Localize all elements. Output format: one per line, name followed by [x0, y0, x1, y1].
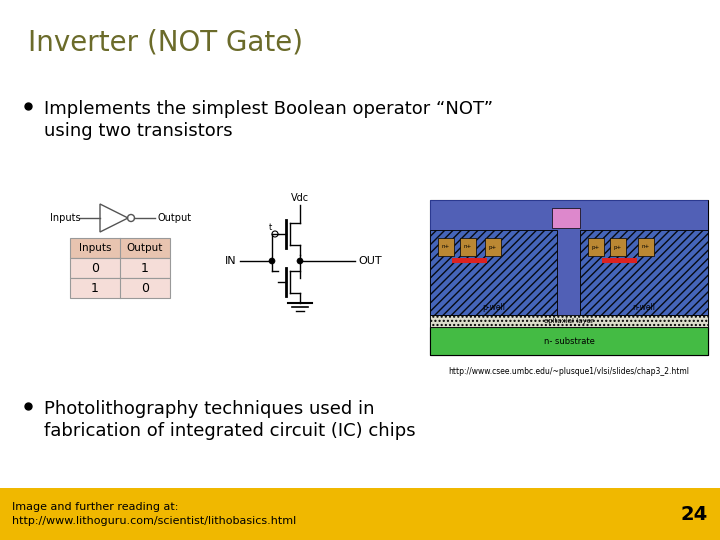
- Text: Inputs: Inputs: [78, 243, 112, 253]
- Text: p+: p+: [489, 245, 497, 249]
- Circle shape: [269, 258, 275, 264]
- Bar: [485, 238, 501, 256]
- Bar: [588, 238, 604, 256]
- Text: n+: n+: [442, 245, 450, 249]
- Text: 0: 0: [141, 281, 149, 294]
- Text: IN: IN: [225, 256, 237, 266]
- Text: 1: 1: [91, 281, 99, 294]
- Text: using two transistors: using two transistors: [44, 122, 233, 140]
- Text: Implements the simplest Boolean operator “NOT”: Implements the simplest Boolean operator…: [44, 100, 493, 118]
- Text: Vdc: Vdc: [291, 193, 309, 203]
- Text: epitaxial layer: epitaxial layer: [544, 318, 594, 324]
- Bar: [430, 230, 557, 315]
- Text: n+: n+: [464, 245, 472, 249]
- Text: Photolithography techniques used in: Photolithography techniques used in: [44, 400, 374, 418]
- Text: http://www.csee.umbc.edu/~plusque1/vlsi/slides/chap3_2.html: http://www.csee.umbc.edu/~plusque1/vlsi/…: [449, 367, 690, 376]
- Text: p-well: p-well: [482, 302, 505, 312]
- Bar: [430, 327, 708, 355]
- Text: 1: 1: [141, 261, 149, 274]
- Bar: [638, 238, 654, 256]
- Text: OUT: OUT: [358, 256, 382, 266]
- Bar: [0, 488, 720, 540]
- Bar: [70, 238, 170, 258]
- Text: t: t: [269, 222, 271, 232]
- Text: n- substrate: n- substrate: [544, 336, 595, 346]
- Bar: [430, 315, 708, 327]
- Bar: [438, 238, 454, 256]
- Text: p+: p+: [592, 245, 600, 249]
- Bar: [552, 208, 580, 228]
- Text: http://www.lithoguru.com/scientist/lithobasics.html: http://www.lithoguru.com/scientist/litho…: [12, 516, 296, 526]
- Bar: [70, 258, 170, 278]
- Text: Inputs: Inputs: [50, 213, 81, 223]
- Text: n-well: n-well: [632, 302, 655, 312]
- Bar: [430, 200, 708, 355]
- Bar: [610, 238, 626, 256]
- Bar: [602, 258, 637, 263]
- Text: Output: Output: [127, 243, 163, 253]
- Text: fabrication of integrated circuit (IC) chips: fabrication of integrated circuit (IC) c…: [44, 422, 415, 440]
- Text: n+: n+: [642, 245, 650, 249]
- Text: 24: 24: [680, 504, 708, 523]
- Bar: [430, 200, 708, 355]
- Bar: [460, 238, 476, 256]
- Bar: [70, 278, 170, 298]
- Text: Output: Output: [157, 213, 191, 223]
- Text: Image and further reading at:: Image and further reading at:: [12, 502, 179, 512]
- Text: 0: 0: [91, 261, 99, 274]
- Circle shape: [297, 258, 303, 264]
- Bar: [580, 230, 708, 315]
- Text: Inverter (NOT Gate): Inverter (NOT Gate): [28, 28, 303, 56]
- Bar: [452, 258, 487, 263]
- Text: p+: p+: [614, 245, 622, 249]
